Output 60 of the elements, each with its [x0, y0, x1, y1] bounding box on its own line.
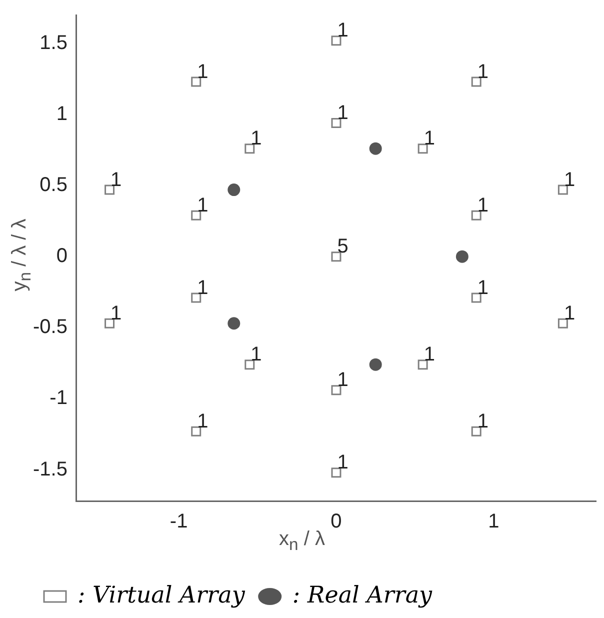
point [191, 76, 202, 87]
point [369, 142, 382, 155]
x-tick-label: -1 [170, 510, 188, 533]
annotation: 1 [424, 344, 435, 366]
y-tick-label: 0.5 [40, 174, 68, 196]
point [418, 360, 428, 370]
point [331, 385, 342, 396]
point [104, 318, 115, 328]
annotation: 5 [337, 236, 348, 258]
point [331, 468, 342, 478]
annotation: 1 [197, 60, 208, 83]
point [558, 184, 568, 195]
point [471, 210, 482, 220]
point [244, 144, 255, 154]
annotation: 1 [477, 60, 488, 83]
x-tick-label: 0 [330, 510, 342, 533]
point [331, 36, 342, 46]
x-tick-label: 1 [488, 510, 500, 533]
annotation: 1 [477, 410, 488, 432]
point [191, 426, 202, 436]
annotation: 1 [197, 194, 208, 216]
annotation: 1 [564, 168, 576, 191]
point [228, 317, 240, 330]
point [191, 210, 202, 220]
point [331, 118, 342, 128]
point [471, 292, 482, 303]
point [369, 358, 382, 371]
y-tick-label: 1.5 [40, 32, 68, 54]
y-tick-label: -1.5 [32, 458, 68, 480]
point [558, 318, 568, 328]
point [244, 360, 255, 370]
annotation: 1 [197, 276, 208, 299]
annotation: 1 [250, 128, 262, 150]
y-tick-label: -1 [50, 387, 68, 410]
annotation: 1 [110, 302, 122, 324]
annotation: 1 [110, 168, 122, 191]
y-tick-label: 1 [56, 102, 68, 125]
point [331, 252, 342, 262]
legend-label: : Real Array [292, 582, 434, 608]
point [191, 292, 202, 303]
point [456, 250, 468, 263]
annotation: 1 [197, 410, 208, 432]
y-tick-label: -0.5 [32, 316, 68, 338]
annotation: 1 [477, 194, 488, 216]
point [104, 184, 115, 195]
annotation: 1 [477, 276, 488, 299]
y-tick-label: 0 [56, 245, 68, 268]
annotation: 1 [424, 128, 435, 150]
annotation: 1 [337, 452, 348, 474]
point [471, 76, 482, 87]
annotation: 1 [337, 369, 348, 392]
annotation: 1 [337, 20, 348, 42]
annotation: 1 [250, 344, 262, 366]
point [418, 144, 428, 154]
annotation: 1 [337, 102, 348, 124]
x-axis-title: x$_{n}$ / λ [279, 528, 325, 554]
legend-label: : Virtual Array [78, 582, 246, 608]
point [228, 184, 240, 196]
point [471, 426, 482, 436]
annotation: 1 [564, 302, 576, 324]
